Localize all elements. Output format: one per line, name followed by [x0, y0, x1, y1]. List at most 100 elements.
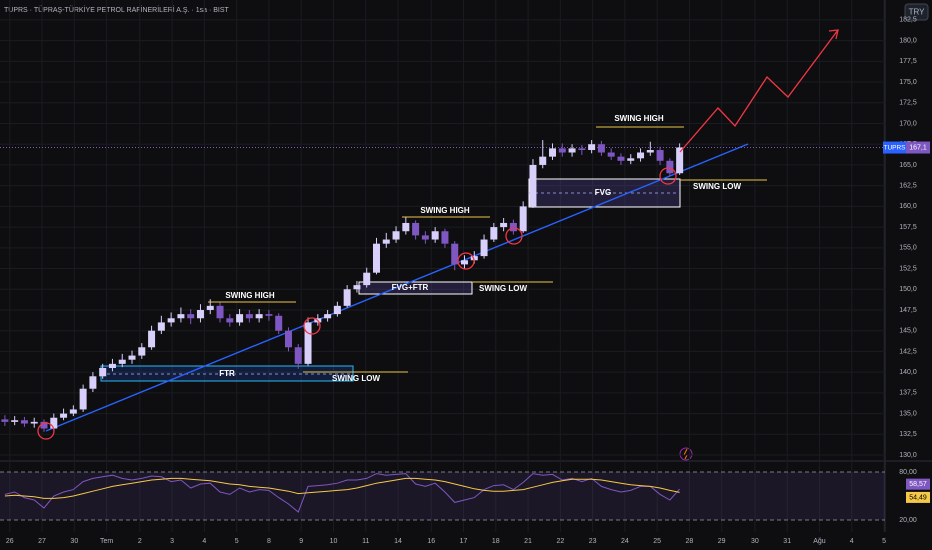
candle-body: [226, 318, 234, 323]
candle-body: [157, 322, 165, 331]
candle-body: [372, 243, 380, 273]
x-tick-label: 17: [460, 538, 468, 545]
value-tag: [906, 491, 930, 503]
y-tick-label: 182,5: [899, 17, 917, 24]
event-icon[interactable]: [679, 447, 693, 461]
candle-body: [588, 144, 596, 151]
x-tick-label: 8: [267, 538, 271, 545]
candle-body: [148, 330, 156, 348]
x-tick-label: 16: [427, 538, 435, 545]
candle-body: [519, 206, 527, 232]
candle-body: [666, 160, 674, 174]
currency-button[interactable]: [904, 3, 929, 21]
candle-body: [402, 222, 410, 232]
y-tick-label: 177,5: [899, 58, 917, 65]
candle-body: [69, 409, 77, 414]
candle-body: [118, 359, 126, 364]
currency-label[interactable]: TRY: [909, 8, 926, 17]
annotation-shape: [457, 252, 475, 270]
x-tick-label: 21: [524, 538, 532, 545]
candle-body: [30, 421, 38, 424]
symbol-label: TUPRS: [883, 144, 906, 151]
candle-body: [284, 330, 292, 348]
band-fill: [0, 472, 885, 520]
x-tick-label: 23: [589, 538, 597, 545]
candle-body: [363, 272, 371, 286]
candle-body: [392, 231, 400, 240]
candle-body: [578, 148, 586, 151]
chart-title: TUPRS · TÜPRAŞ-TÜRKİYE PETROL RAFİNERİLE…: [4, 5, 230, 14]
candle-body: [50, 417, 58, 429]
candle-body: [343, 289, 351, 306]
candle-body: [324, 314, 332, 319]
candle-body: [470, 256, 478, 261]
annotation-label: FTR: [219, 369, 235, 378]
y-tick-label: 172,5: [899, 100, 917, 107]
value-label: 54,49: [909, 494, 927, 501]
annotation-shape: [659, 167, 677, 185]
candle-body: [304, 322, 312, 364]
y-tick-label: 20,00: [899, 517, 917, 524]
candle-body: [89, 376, 97, 389]
price-label: 167,1: [909, 144, 927, 151]
indicator-line: [4, 477, 680, 499]
x-tick-label: 3: [170, 538, 174, 545]
candle-body: [656, 150, 664, 161]
annotation-label: FVG+FTR: [392, 283, 429, 292]
x-tick-label: 25: [653, 538, 661, 545]
y-tick-label: 152,5: [899, 265, 917, 272]
value-tag: [906, 478, 930, 490]
candle-body: [245, 314, 253, 319]
x-tick-label: 29: [718, 538, 726, 545]
annotation-shape: [303, 317, 321, 335]
candle-body: [40, 421, 48, 429]
x-tick-label: 10: [330, 538, 338, 545]
x-tick-label: 27: [38, 538, 46, 545]
y-tick-label: 150,0: [899, 286, 917, 293]
candle-body: [99, 368, 107, 377]
candle-body: [255, 314, 263, 319]
x-tick-label: 26: [6, 538, 14, 545]
candle-body: [294, 347, 302, 364]
candle-body: [1, 419, 9, 422]
candle-body: [236, 314, 244, 323]
annotation-label: SWING HIGH: [614, 114, 664, 123]
x-tick-label: 28: [686, 538, 694, 545]
candle-body: [461, 260, 469, 265]
candle-body: [607, 152, 615, 157]
y-tick-label: 162,5: [899, 183, 917, 190]
candle-body: [138, 347, 146, 356]
x-tick-label: Tem: [100, 538, 113, 545]
candle-body: [646, 150, 654, 153]
y-tick-label: 160,0: [899, 203, 917, 210]
candle-body: [431, 231, 439, 240]
candle-body: [353, 285, 361, 290]
x-tick-label: 4: [202, 538, 206, 545]
candle-body: [490, 227, 498, 240]
annotation-label: SWING HIGH: [225, 291, 275, 300]
candle-body: [637, 152, 645, 159]
x-tick-label: Ağu: [813, 538, 826, 545]
x-tick-label: 24: [621, 538, 629, 545]
candle-body: [177, 314, 185, 319]
candle-body: [558, 148, 566, 153]
candle-body: [441, 231, 449, 244]
y-tick-label: 135,0: [899, 410, 917, 417]
candle-body: [187, 314, 195, 319]
candle-body: [11, 420, 19, 422]
candle-body: [539, 156, 547, 165]
candle-body: [382, 239, 390, 244]
annotation-shape: [679, 29, 839, 153]
annotation-label: SWING HIGH: [420, 206, 470, 215]
candle-body: [216, 305, 224, 319]
x-tick-label: 31: [783, 538, 791, 545]
candle-body: [128, 355, 136, 360]
candle-body: [265, 314, 273, 316]
candle-body: [412, 222, 420, 236]
candle-body: [676, 147, 684, 174]
y-tick-label: 130,0: [899, 452, 917, 459]
candle-body: [568, 148, 576, 153]
y-tick-label: 140,0: [899, 369, 917, 376]
